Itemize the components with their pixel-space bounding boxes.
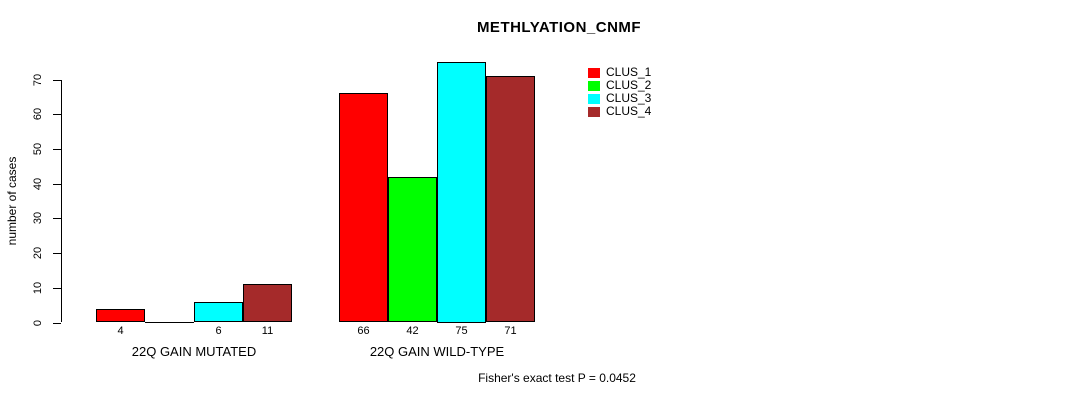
y-tick-mark [53,114,61,116]
y-tick-label: 20 [32,246,44,260]
legend-swatch-icon [588,67,600,78]
legend: CLUS_1 CLUS_2 CLUS_3 CLUS_4 [588,66,651,118]
legend-item: CLUS_2 [588,79,651,92]
bar-clus_3 [194,301,243,323]
y-tick-label: 60 [32,108,44,121]
group-label: 22Q GAIN MUTATED [131,344,257,359]
group-label: 22Q GAIN WILD-TYPE [369,344,505,359]
bar-clus_2 [388,176,437,323]
bar-value-label: 6 [215,325,222,337]
y-tick-label: 70 [32,73,44,86]
bar-value-label: 42 [406,325,419,337]
bar-clus_2 [145,321,194,323]
y-tick-mark [53,149,61,150]
bar-clus_4 [486,76,535,323]
legend-swatch-icon [588,80,600,91]
legend-item: CLUS_4 [588,105,651,118]
bar-value-label: 4 [117,325,124,337]
bar-clus_1 [339,93,388,323]
legend-item: CLUS_3 [588,92,651,105]
bar-clus_3 [437,62,486,323]
y-tick-label: 10 [32,281,44,294]
bar-value-label: 66 [357,325,370,337]
y-tick-mark [53,287,61,289]
y-tick-mark [53,253,61,255]
legend-label: CLUS_3 [606,91,652,105]
legend-item: CLUS_1 [588,66,651,79]
legend-label: CLUS_2 [606,78,652,92]
bar-clus_1 [96,308,145,323]
chart-title: METHLYATION_CNMF [476,19,642,36]
legend-swatch-icon [588,106,600,117]
y-tick-mark [53,183,61,185]
y-tick-mark [53,218,61,220]
legend-swatch-icon [588,93,600,104]
y-tick-label: 50 [32,142,44,156]
legend-label: CLUS_1 [606,65,652,79]
y-axis-label: number of cases [5,156,19,246]
annotation-fishers-test: Fisher's exact test P = 0.0452 [478,371,636,385]
bar-value-label: 11 [261,325,274,337]
y-tick-label: 30 [32,212,44,225]
y-tick-label: 40 [32,177,44,190]
y-tick-mark [53,79,61,81]
y-axis-line [61,79,62,323]
legend-label: CLUS_4 [606,104,652,118]
bar-clus_4 [243,284,292,323]
bar-value-label: 71 [504,325,517,337]
y-tick-mark [53,322,61,324]
y-tick-label: 0 [32,319,44,326]
bar-value-label: 75 [455,325,468,337]
